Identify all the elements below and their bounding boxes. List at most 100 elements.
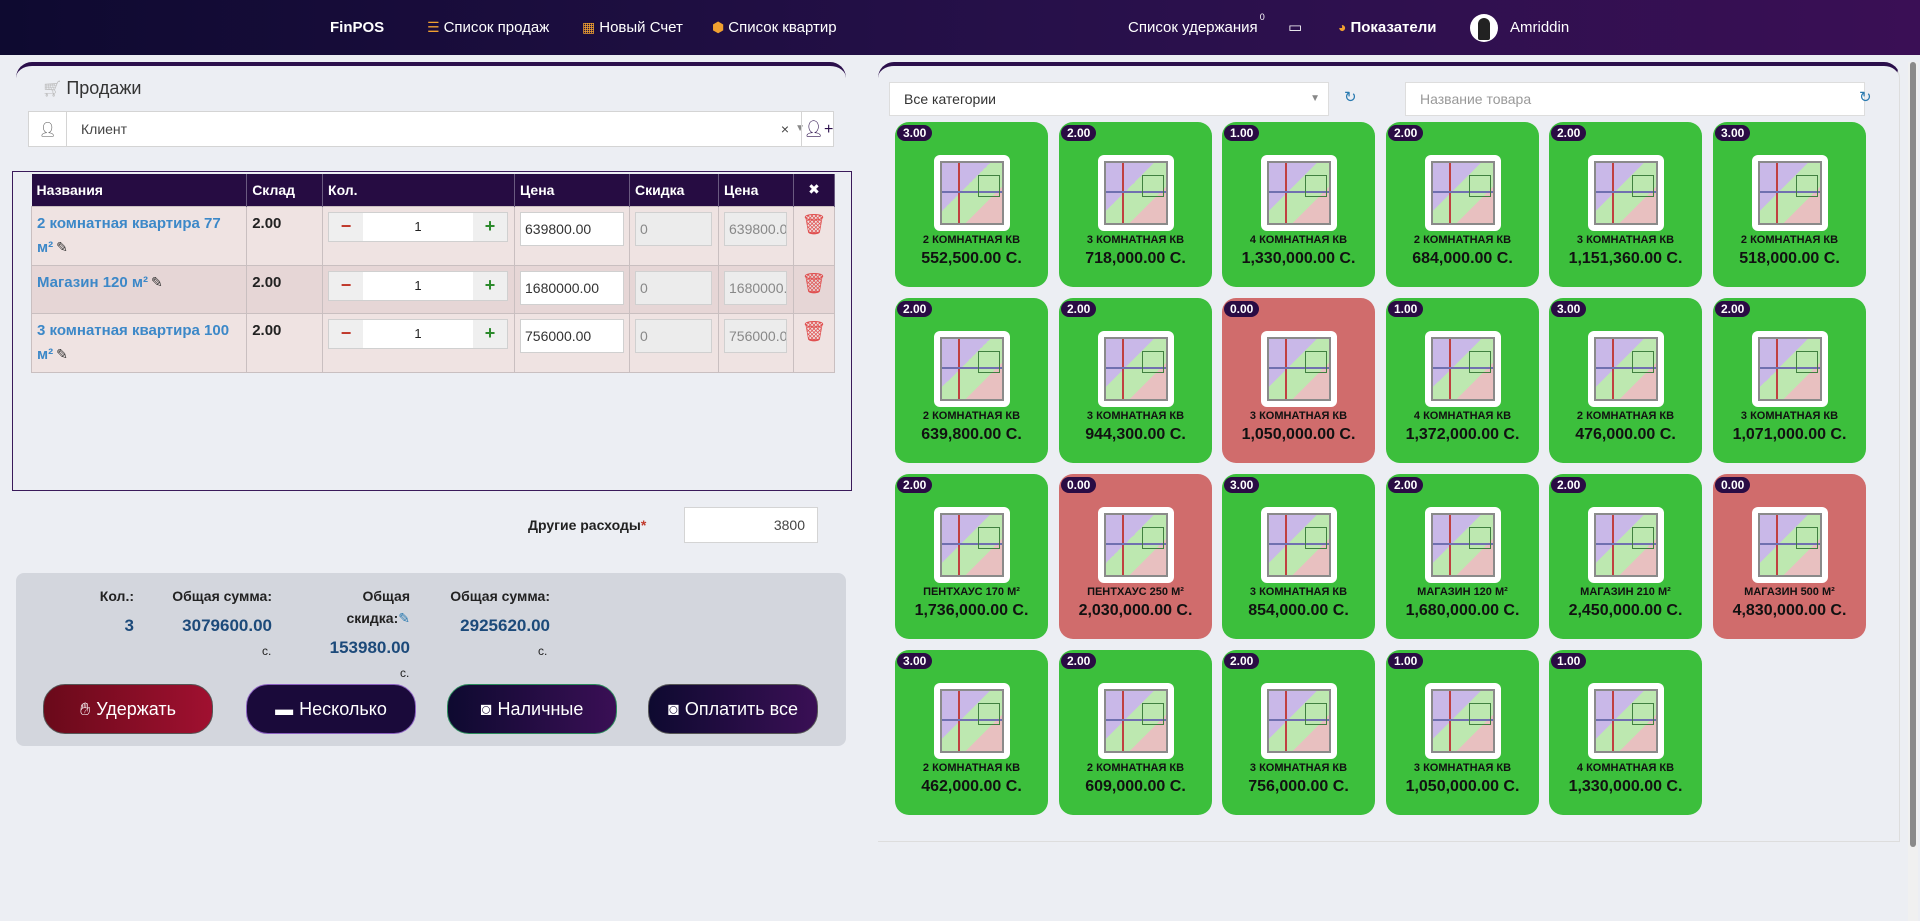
dashboard-icon: ◕	[1338, 19, 1347, 35]
floor-plan-image	[934, 155, 1010, 231]
trash-icon[interactable]: 🗑︎	[801, 320, 827, 343]
edit-icon[interactable]: ✎	[398, 610, 410, 626]
grand-total-label: Общая сумма:	[450, 588, 550, 604]
product-card[interactable]: 1.00 4 КОМНАТНАЯ КВ 1,330,000.00 С.	[1222, 122, 1375, 287]
monitor-icon[interactable]: ▭	[1288, 19, 1303, 36]
product-card[interactable]: 2.00 2 КОМНАТНАЯ КВ 684,000.00 С.	[1386, 122, 1539, 287]
item-name-link[interactable]: 3 комнатная квартира 100 м²	[37, 321, 230, 363]
floor-plan-image	[1752, 331, 1828, 407]
edit-icon[interactable]: ✎	[56, 345, 68, 362]
trash-icon[interactable]: 🗑︎	[801, 272, 827, 295]
increase-qty-button[interactable]: +	[473, 271, 508, 300]
edit-icon[interactable]: ✎	[150, 273, 163, 290]
item-name-cell: 3 комнатная квартира 100 м² ✎	[30, 312, 248, 373]
product-card[interactable]: 2.00 2 КОМНАТНАЯ КВ 639,800.00 С.	[895, 298, 1048, 463]
floor-plan-image	[1425, 507, 1501, 583]
clear-all-icon[interactable]: ✖	[793, 174, 836, 206]
product-price: 609,000.00 С.	[1085, 778, 1186, 795]
product-card[interactable]: 2.00 3 КОМНАТНАЯ КВ 1,151,360.00 С.	[1549, 122, 1702, 287]
nav-apartments-list[interactable]: ⬢ Список квартир	[712, 0, 837, 55]
qty-input[interactable]: 1	[414, 277, 422, 293]
scrollbar-thumb[interactable]	[1910, 62, 1916, 847]
client-select[interactable]: Клиент × ▼	[67, 112, 807, 146]
product-card[interactable]: 2.00 МАГАЗИН 210 М² 2,450,000.00 С.	[1549, 474, 1702, 639]
product-card[interactable]: 3.00 2 КОМНАТНАЯ КВ 518,000.00 С.	[1713, 122, 1866, 287]
category-select[interactable]: Все категории ▼	[889, 82, 1329, 116]
price-input[interactable]: 639800.00	[520, 211, 625, 246]
other-expenses-input[interactable]: 3800	[684, 507, 818, 543]
add-user-button[interactable]: 👤︎+	[801, 112, 835, 146]
sum-label: Общая сумма:	[172, 588, 272, 604]
stock-badge: 3.00	[1551, 301, 1587, 317]
hold-button[interactable]: ✋︎ Удержать	[43, 684, 213, 734]
product-card[interactable]: 0.00 ПЕНТХАУС 250 М² 2,030,000.00 С.	[1059, 474, 1212, 639]
product-price: 1,330,000.00 С.	[1568, 778, 1683, 795]
floor-plan-image	[1098, 683, 1174, 759]
product-card[interactable]: 2.00 3 КОМНАТНАЯ КВ 756,000.00 С.	[1222, 650, 1375, 815]
discount-cell: 0	[629, 205, 719, 266]
product-name: 3 КОМНАТНАЯ КВ	[1576, 234, 1675, 246]
product-name: 3 КОМНАТНАЯ КВ	[1249, 586, 1348, 598]
product-card[interactable]: 3.00 2 КОМНАТНАЯ КВ 462,000.00 С.	[895, 650, 1048, 815]
product-card[interactable]: 2.00 ПЕНТХАУС 170 М² 1,736,000.00 С.	[895, 474, 1048, 639]
product-card[interactable]: 0.00 3 КОМНАТНАЯ КВ 1,050,000.00 С.	[1222, 298, 1375, 463]
product-card[interactable]: 1.00 3 КОМНАТНАЯ КВ 1,050,000.00 С.	[1386, 650, 1539, 815]
brand-logo[interactable]: FinPOS	[330, 19, 385, 36]
qty-input[interactable]: 1	[414, 325, 422, 341]
cart-icon: 🛒︎	[42, 80, 63, 98]
col-header-qty: Кол.	[322, 174, 516, 206]
product-card[interactable]: 0.00 МАГАЗИН 500 М² 4,830,000.00 С.	[1713, 474, 1866, 639]
required-mark: *	[640, 517, 647, 533]
nav-sales-list[interactable]: ☰ Список продаж	[427, 0, 549, 55]
catalog-panel: Все категории ▼ ↻ Название товара ↻ 3.00…	[878, 62, 1900, 842]
product-card[interactable]: 1.00 4 КОМНАТНАЯ КВ 1,372,000.00 С.	[1386, 298, 1539, 463]
total-cell: 639800.00	[718, 205, 794, 266]
nav-new-invoice[interactable]: ▦ Новый Счет	[582, 0, 683, 55]
refresh-search-icon[interactable]: ↻	[1859, 89, 1872, 106]
item-name-link[interactable]: Магазин 120 м²	[37, 273, 148, 291]
total-input: 1680000.00	[724, 270, 787, 305]
multiple-payment-button[interactable]: ▬ Несколько	[246, 684, 416, 734]
refresh-category-icon[interactable]: ↻	[1344, 89, 1357, 106]
nav-indicators[interactable]: ◕ Показатели	[1338, 0, 1436, 55]
product-card[interactable]: 3.00 2 КОМНАТНАЯ КВ 552,500.00 С.	[895, 122, 1048, 287]
quantity-stepper: − 1 +	[328, 211, 509, 242]
product-card[interactable]: 1.00 4 КОМНАТНАЯ КВ 1,330,000.00 С.	[1549, 650, 1702, 815]
stock-badge: 0.00	[1224, 301, 1260, 317]
stock-badge: 2.00	[1224, 653, 1260, 669]
qty-input[interactable]: 1	[414, 218, 422, 234]
discount-currency: с.	[400, 666, 410, 680]
product-card[interactable]: 2.00 3 КОМНАТНАЯ КВ 718,000.00 С.	[1059, 122, 1212, 287]
trash-icon[interactable]: 🗑︎	[801, 213, 827, 236]
product-card[interactable]: 2.00 3 КОМНАТНАЯ КВ 1,071,000.00 С.	[1713, 298, 1866, 463]
decrease-qty-button[interactable]: −	[329, 271, 364, 300]
increase-qty-button[interactable]: +	[473, 319, 508, 348]
product-card[interactable]: 3.00 3 КОМНАТНАЯ КВ 854,000.00 С.	[1222, 474, 1375, 639]
cash-button[interactable]: ◙ Наличные	[447, 684, 617, 734]
product-card[interactable]: 2.00 2 КОМНАТНАЯ КВ 609,000.00 С.	[1059, 650, 1212, 815]
user-menu[interactable]: Amriddin	[1470, 0, 1569, 55]
decrease-qty-button[interactable]: −	[329, 212, 364, 241]
category-selected: Все категории	[904, 91, 996, 107]
product-search-input[interactable]: Название товара	[1405, 82, 1865, 116]
product-card[interactable]: 3.00 2 КОМНАТНАЯ КВ 476,000.00 С.	[1549, 298, 1702, 463]
floor-plan-image	[1588, 155, 1664, 231]
product-price: 854,000.00 С.	[1248, 602, 1349, 619]
product-card[interactable]: 2.00 3 КОМНАТНАЯ КВ 944,300.00 С.	[1059, 298, 1212, 463]
pay-all-button[interactable]: ◙ Оплатить все	[648, 684, 818, 734]
sales-header: 🛒︎ Продажи	[16, 62, 846, 110]
price-input[interactable]: 1680000.00	[520, 270, 625, 305]
nav-hold-list[interactable]: Список удержания 0	[1128, 0, 1265, 55]
col-header-price: Цена	[514, 174, 631, 206]
increase-qty-button[interactable]: +	[473, 212, 508, 241]
item-name-link[interactable]: 2 комнатная квартира 77 м²	[37, 214, 221, 256]
product-price: 1,071,000.00 С.	[1732, 426, 1847, 443]
edit-icon[interactable]: ✎	[56, 238, 68, 255]
product-price: 518,000.00 С.	[1739, 250, 1840, 267]
decrease-qty-button[interactable]: −	[329, 319, 364, 348]
price-input[interactable]: 756000.00	[520, 318, 625, 353]
page-scrollbar[interactable]	[1908, 62, 1918, 921]
nav-hold-list-label: Список удержания	[1128, 19, 1258, 36]
clear-icon[interactable]: ×	[780, 121, 789, 137]
product-card[interactable]: 2.00 МАГАЗИН 120 М² 1,680,000.00 С.	[1386, 474, 1539, 639]
